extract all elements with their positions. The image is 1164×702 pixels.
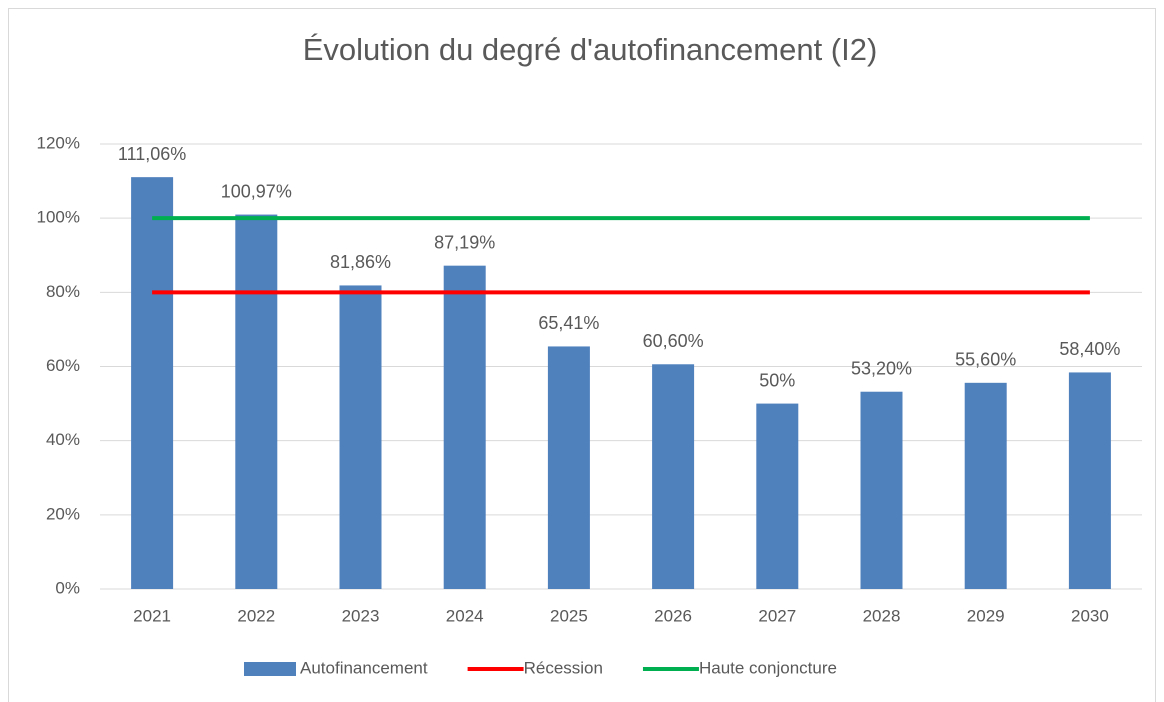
bar [964,382,1007,589]
y-tick-label: 40% [46,430,80,449]
data-label: 81,86% [330,252,391,272]
data-label: 55,60% [955,350,1016,370]
x-tick-label: 2026 [654,606,692,625]
legend-label: Haute conjoncture [699,658,837,677]
y-tick-label: 80% [46,282,80,301]
data-label: 53,20% [851,358,912,378]
x-tick-label: 2023 [342,606,380,625]
y-tick-label: 100% [37,208,80,227]
legend-swatch [244,662,296,676]
legend-label: Autofinancement [300,658,428,677]
data-label: 58,40% [1059,339,1120,359]
bar [756,403,799,589]
bar [547,346,590,589]
bar [652,364,695,589]
bar [860,391,903,589]
data-label: 100,97% [221,181,292,201]
bar [1068,372,1111,589]
data-label: 50% [759,370,795,390]
x-tick-label: 2022 [237,606,275,625]
data-label: 87,19% [434,232,495,252]
bar [339,285,382,589]
legend-label: Récession [524,658,603,677]
x-tick-label: 2030 [1071,606,1109,625]
bar [235,214,278,589]
x-tick-label: 2027 [758,606,796,625]
x-tick-label: 2028 [863,606,901,625]
y-tick-label: 20% [46,504,80,523]
chart-title: Évolution du degré d'autofinancement (I2… [303,32,878,67]
bar [131,177,174,589]
x-tick-label: 2021 [133,606,171,625]
y-tick-label: 60% [46,356,80,375]
y-tick-label: 120% [37,133,80,152]
x-tick-label: 2029 [967,606,1005,625]
data-label: 111,06% [118,144,186,164]
x-tick-label: 2024 [446,606,484,625]
y-tick-label: 0% [55,578,80,597]
data-label: 65,41% [538,313,599,333]
x-tick-label: 2025 [550,606,588,625]
data-label: 60,60% [643,331,704,351]
bar [443,265,486,589]
